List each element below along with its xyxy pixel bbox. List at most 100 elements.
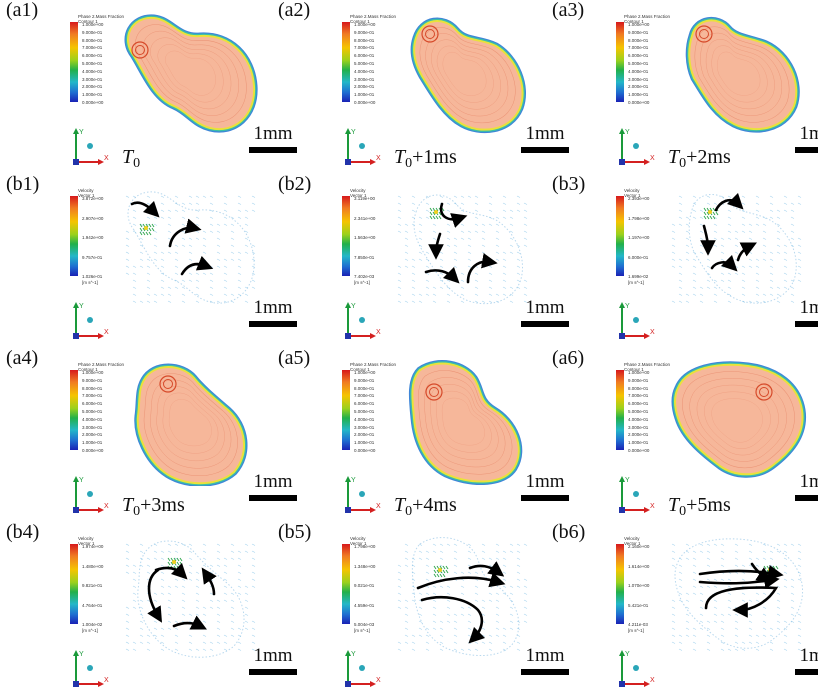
- caption-symbol: T: [668, 494, 680, 516]
- scale-bar: 1mm: [520, 646, 570, 675]
- colorbar-tick: 8.000e-01: [628, 385, 649, 391]
- colorbar-title: Velocity Vector 1: [350, 536, 367, 546]
- colorbar-tick: 0.000e+00: [628, 448, 650, 453]
- scale-label: 1mm: [253, 123, 293, 144]
- colorbar-tick: 1.000e+00: [354, 22, 376, 27]
- colorbar-tick: 2.393e+00: [628, 196, 650, 201]
- colorbar-tick: 9.000e-01: [628, 29, 649, 35]
- axis-x-label: X: [376, 503, 381, 510]
- droplet-contour: [382, 356, 542, 486]
- colorbar: [70, 22, 78, 102]
- caption-symbol: T: [668, 146, 680, 168]
- colorbar-tick: 8.000e-01: [628, 37, 649, 43]
- axis-x-label: X: [104, 155, 109, 162]
- panel-b4: (b4) Velocity Vector 1 1.974e+00 1.480e+00 9…: [0, 522, 297, 696]
- panel-a1: (a1) Phase 2.Mass Fraction Contour 1 1.000…: [0, 0, 297, 174]
- colorbar-tick: 4.764e-01: [82, 602, 103, 608]
- colorbar-tick: 3.000e-01: [628, 424, 649, 430]
- panel-label: (b2): [278, 173, 312, 195]
- colorbar-tick: 1.798e+00: [628, 215, 650, 221]
- droplet-contour: [656, 356, 816, 486]
- colorbar: [616, 22, 624, 102]
- colorbar-unit: [m s^-1]: [354, 628, 370, 633]
- velocity-field: [656, 530, 816, 660]
- colorbar-tick: 1.000e+00: [82, 22, 104, 27]
- colorbar: [70, 370, 78, 450]
- colorbar-tick: 3.000e-01: [82, 424, 103, 430]
- caption-subscript: 0: [405, 504, 413, 519]
- panel-label: (b1): [6, 173, 40, 195]
- time-caption: T0+2ms: [668, 146, 731, 175]
- colorbar-title: Phase 2.Mass Fraction Contour 1: [624, 14, 671, 24]
- panel-a4: (a4) Phase 2.Mass Fraction Contour 1 1.000…: [0, 348, 297, 523]
- scale-bar: 1mm: [794, 124, 818, 153]
- panel-b3: (b3) Velocity Vector 1 2.393e+00 1.798e+00 1…: [546, 174, 818, 348]
- axis-x-label: X: [376, 329, 381, 336]
- colorbar-tick: 9.000e-01: [82, 377, 103, 383]
- colorbar-tick: 5.000e-01: [354, 409, 375, 414]
- colorbar-tick: 4.000e-01: [82, 416, 103, 422]
- caption-subscript: 0: [679, 156, 687, 171]
- axis-y-label: Y: [79, 651, 84, 658]
- axis-y-label: Y: [79, 303, 84, 310]
- panel-a6: (a6) Phase 2.Mass Fraction Contour 1 1.000…: [546, 348, 818, 522]
- colorbar-title: Phase 2.Mass Fraction Contour 1: [624, 362, 671, 372]
- scale-bar: 1mm: [794, 646, 818, 675]
- colorbar-tick: 1.000e-01: [82, 92, 103, 98]
- scale-label: 1mm: [253, 297, 293, 318]
- caption-offset: +3ms: [140, 494, 185, 516]
- colorbar-tick: 2.000e-01: [354, 432, 375, 438]
- colorbar-tick: 2.341e+00: [354, 215, 376, 221]
- scale-line: [795, 669, 818, 675]
- colorbar-tick: 4.000e-01: [354, 416, 375, 422]
- scale-bar: 1mm: [248, 124, 298, 153]
- droplet-contour: [382, 8, 542, 138]
- colorbar-tick: 0.000e+00: [82, 100, 104, 105]
- colorbar-tick: 0.000e+00: [354, 100, 376, 105]
- colorbar-tick: 8.000e-01: [354, 385, 375, 391]
- axis-y-label: Y: [351, 303, 356, 310]
- scale-bar: 1mm: [248, 298, 298, 327]
- scale-label: 1mm: [799, 297, 818, 318]
- colorbar-tick: 6.000e-01: [628, 254, 649, 260]
- colorbar: [342, 544, 350, 624]
- panel-b1: (b1) Velocity Vector 1 3.872e+00 2.907e+00 1…: [0, 173, 297, 348]
- colorbar-tick: 3.000e-01: [354, 76, 375, 82]
- scale-bar: 1mm: [248, 646, 298, 675]
- axis-y-label: Y: [625, 477, 630, 484]
- scale-line: [249, 321, 297, 327]
- colorbar-tick: 1.070e+00: [628, 583, 650, 588]
- colorbar-tick: 9.021e-01: [354, 583, 375, 588]
- scale-label: 1mm: [253, 471, 293, 492]
- time-caption: T0+3ms: [122, 494, 185, 523]
- colorbar-tick: 1.000e-01: [82, 440, 103, 446]
- scale-line: [521, 669, 569, 675]
- scale-line: [795, 495, 818, 501]
- time-caption: T0+1ms: [394, 146, 457, 175]
- axis-y-label: Y: [79, 129, 84, 136]
- panel-label: (a1): [6, 0, 39, 21]
- scale-label: 1mm: [799, 123, 818, 144]
- scale-bar: 1mm: [520, 298, 570, 327]
- axis-x-label: X: [104, 329, 109, 336]
- colorbar-tick: 1.614e+00: [628, 563, 650, 569]
- colorbar-tick: 2.907e+00: [82, 215, 104, 221]
- panel-a3: (a3) Phase 2.Mass Fraction Contour 1 1.000…: [546, 0, 818, 174]
- colorbar-tick: 5.000e-01: [82, 409, 103, 414]
- colorbar-tick: 2.000e-01: [82, 84, 103, 90]
- axis-y-label: Y: [351, 651, 356, 658]
- velocity-field: [110, 182, 270, 312]
- scale-line: [521, 321, 569, 327]
- colorbar: [342, 370, 350, 450]
- colorbar-tick: 1.480e+00: [82, 563, 104, 569]
- colorbar-tick: 1.004e-02: [82, 622, 103, 627]
- axis-x-label: X: [376, 677, 381, 684]
- colorbar-tick: 4.000e-01: [628, 416, 649, 422]
- colorbar-tick: 1.000e+00: [82, 370, 104, 375]
- scale-label: 1mm: [253, 645, 293, 666]
- axis-x-label: X: [104, 503, 109, 510]
